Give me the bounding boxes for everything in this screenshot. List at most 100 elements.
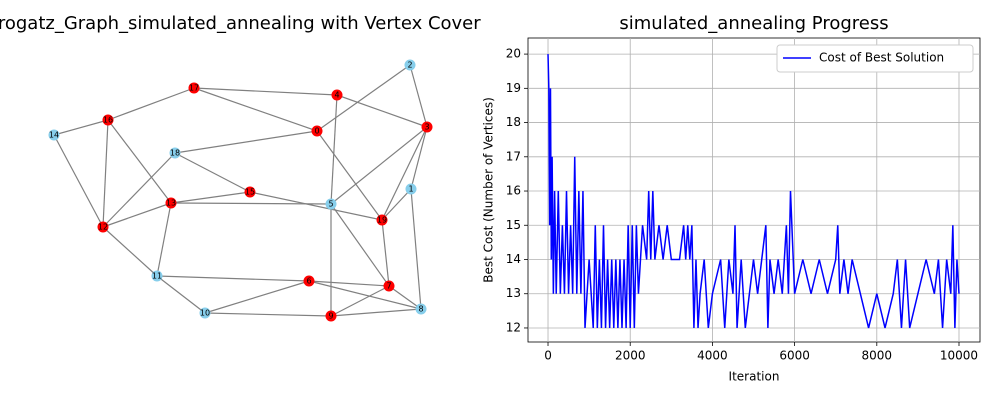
plot-frame xyxy=(527,37,981,343)
edge xyxy=(388,285,422,310)
node xyxy=(102,114,114,126)
edge xyxy=(170,191,251,204)
node xyxy=(404,59,416,71)
node-label: 8 xyxy=(418,305,423,314)
y-tick-label: 19 xyxy=(506,81,521,95)
edge xyxy=(336,94,428,128)
edge xyxy=(193,87,318,132)
edge xyxy=(330,94,338,205)
node xyxy=(311,125,323,137)
edge xyxy=(316,130,383,221)
x-tick-label: 8000 xyxy=(862,349,893,363)
edge xyxy=(330,126,428,205)
node-label: 11 xyxy=(152,272,162,281)
node xyxy=(199,307,211,319)
edge xyxy=(330,285,390,317)
edge xyxy=(156,275,310,282)
node-label: 16 xyxy=(103,116,113,125)
edge xyxy=(156,275,206,314)
x-axis-label: Iteration xyxy=(729,370,780,384)
edge xyxy=(102,226,158,277)
node-label: 12 xyxy=(98,223,108,232)
edge xyxy=(381,188,412,221)
node xyxy=(48,129,60,141)
node xyxy=(188,82,200,94)
node xyxy=(383,280,395,292)
node-label: 7 xyxy=(386,282,391,291)
y-tick-label: 17 xyxy=(506,149,521,163)
node xyxy=(169,147,181,159)
edge xyxy=(53,134,104,228)
node xyxy=(244,186,256,198)
node xyxy=(376,214,388,226)
edge xyxy=(174,152,251,193)
edge xyxy=(102,152,176,228)
x-tick-label: 4000 xyxy=(697,349,728,363)
y-tick-label: 12 xyxy=(506,320,521,334)
node-label: 2 xyxy=(407,61,412,70)
node-label: 5 xyxy=(328,200,333,209)
edge xyxy=(381,219,390,287)
node-label: 14 xyxy=(49,131,59,140)
edge xyxy=(53,119,109,136)
x-tick-label: 0 xyxy=(544,349,552,363)
node xyxy=(405,183,417,195)
node-label: 0 xyxy=(314,127,319,136)
node xyxy=(97,221,109,233)
edge xyxy=(330,203,390,287)
data-line xyxy=(547,54,960,329)
node xyxy=(303,275,315,287)
node xyxy=(331,89,343,101)
chart-title: simulated_annealing Progress xyxy=(619,13,888,34)
edge xyxy=(249,191,383,221)
edge xyxy=(204,312,332,317)
x-tick-label: 6000 xyxy=(779,349,810,363)
y-tick-label: 14 xyxy=(506,252,521,266)
edge xyxy=(316,64,411,132)
node xyxy=(325,198,337,210)
node-label: 10 xyxy=(200,309,210,318)
x-tick-label: 10000 xyxy=(940,349,978,363)
y-tick-label: 20 xyxy=(506,47,521,61)
edge xyxy=(193,87,338,96)
legend: Cost of Best Solution xyxy=(776,44,974,73)
edge xyxy=(204,280,310,314)
x-tick-label: 2000 xyxy=(615,349,646,363)
graph-title: Strogatz_Graph_simulated_annealing with … xyxy=(0,13,481,34)
node-label: 3 xyxy=(424,123,429,132)
node-label: 4 xyxy=(334,91,339,100)
node xyxy=(325,310,337,322)
y-tick-label: 18 xyxy=(506,115,521,129)
legend-label: Cost of Best Solution xyxy=(819,51,944,65)
node-label: 18 xyxy=(170,149,180,158)
node xyxy=(151,270,163,282)
edge xyxy=(107,87,195,121)
edge xyxy=(381,126,428,221)
edge xyxy=(330,308,422,317)
node-label: 9 xyxy=(328,312,333,321)
edge xyxy=(174,130,318,154)
node-label: 19 xyxy=(377,216,387,225)
edge xyxy=(308,280,422,310)
node-label: 13 xyxy=(166,199,176,208)
edge xyxy=(308,280,390,287)
edge xyxy=(107,119,172,204)
node-label: 6 xyxy=(306,277,311,286)
y-tick-label: 16 xyxy=(506,184,521,198)
edge xyxy=(409,64,428,128)
node xyxy=(415,303,427,315)
edge xyxy=(410,126,428,190)
node-label: 17 xyxy=(189,84,199,93)
y-tick-label: 13 xyxy=(506,286,521,300)
node-label: 15 xyxy=(245,188,255,197)
y-tick-label: 15 xyxy=(506,218,521,232)
edge xyxy=(102,119,109,228)
edge xyxy=(102,202,172,228)
y-axis-label: Best Cost (Number of Vertices) xyxy=(482,97,496,283)
node-label: 1 xyxy=(408,185,413,194)
node xyxy=(165,197,177,209)
edge xyxy=(410,188,422,310)
edge xyxy=(156,202,172,277)
node xyxy=(421,121,433,133)
